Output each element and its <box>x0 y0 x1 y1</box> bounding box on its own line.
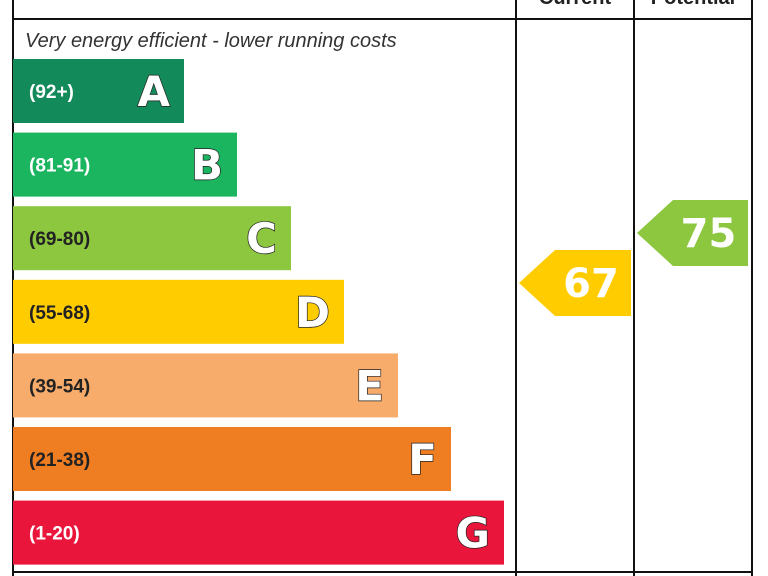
column-header-potential: Potential <box>651 0 735 9</box>
potential-rating-arrow <box>637 200 748 266</box>
rating-bands: (92+) A (81-91) B (69-80) C (55-68) D (39-54) E (2… <box>13 59 504 565</box>
top-note: Very energy efficient - lower running co… <box>25 30 397 52</box>
band-f-range: (21-38) <box>29 450 90 471</box>
band-g-letter: G <box>456 509 490 558</box>
band-d-bar <box>13 279 344 344</box>
band-d-letter: D <box>295 288 330 337</box>
band-f-letter: F <box>408 435 437 484</box>
current-rating-value: 67 <box>563 261 619 307</box>
band-b-bar <box>13 132 237 197</box>
band-e-letter: E <box>355 361 384 410</box>
band-c-letter: C <box>246 214 277 263</box>
band-a-letter: A <box>137 67 170 116</box>
band-e-range: (39-54) <box>29 376 90 397</box>
band-d-range: (55-68) <box>29 303 90 324</box>
band-f-bar <box>13 427 451 491</box>
band-g-range: (1-20) <box>29 524 80 545</box>
band-c-range: (69-80) <box>29 229 90 250</box>
band-c-bar <box>13 206 291 271</box>
band-a-range: (92+) <box>29 82 74 103</box>
potential-rating-value: 75 <box>681 211 737 257</box>
band-g-bar <box>13 500 504 565</box>
current-rating-arrow <box>519 250 631 316</box>
band-a-bar <box>13 59 184 123</box>
column-header-current: Current <box>539 0 612 9</box>
rating-arrows: 67 75 <box>519 200 748 316</box>
band-e-bar <box>13 353 398 418</box>
band-b-range: (81-91) <box>29 156 90 177</box>
band-b-letter: B <box>191 141 223 190</box>
